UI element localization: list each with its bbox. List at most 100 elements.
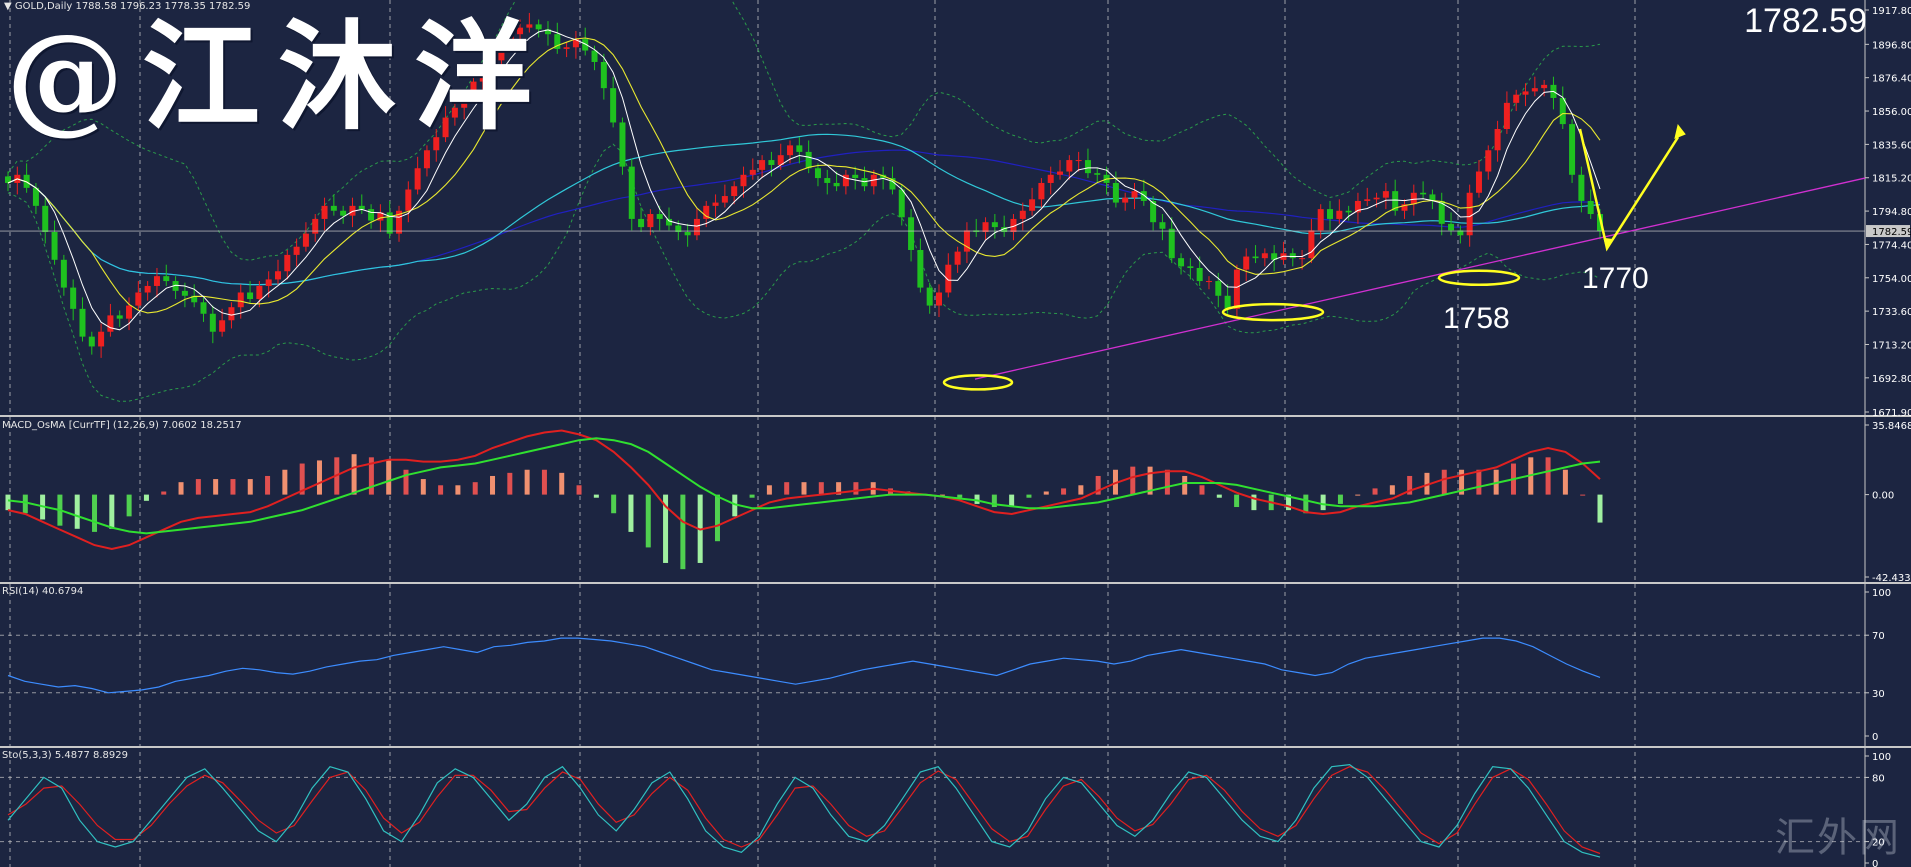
- candle-body: [1168, 228, 1175, 259]
- candle-body: [200, 302, 207, 314]
- candle-body: [675, 225, 682, 233]
- sto-tick-label: 0: [1872, 859, 1878, 867]
- candle-body: [330, 205, 337, 211]
- candle-body: [1084, 160, 1091, 174]
- macd-histogram-bar: [680, 494, 686, 570]
- candle-body: [1019, 210, 1026, 219]
- symbol-header: ▼ GOLD,Daily 1788.58 1796.23 1778.35 178…: [4, 1, 250, 12]
- macd-histogram-bar: [853, 482, 859, 495]
- macd-histogram-bar: [611, 494, 617, 514]
- candle-body: [423, 150, 430, 169]
- price-tick-label: 1815.20: [1872, 174, 1911, 185]
- macd-histogram-bar: [1026, 494, 1032, 498]
- macd-histogram-bar: [490, 475, 496, 495]
- candle-body: [619, 122, 626, 167]
- candle-body: [954, 251, 961, 265]
- candle-body: [126, 305, 133, 319]
- macd-histogram-bar: [957, 494, 963, 498]
- site-watermark: 汇外网: [1775, 815, 1901, 861]
- macd-histogram-bar: [109, 494, 115, 529]
- candle-body: [647, 214, 654, 228]
- candle-body: [5, 176, 11, 183]
- macd-histogram-bar: [1043, 491, 1049, 495]
- candle-body: [1457, 230, 1464, 236]
- candle-body: [470, 81, 477, 98]
- candle-body: [1308, 230, 1315, 259]
- candle-body: [1410, 192, 1417, 205]
- candle-body: [368, 209, 375, 221]
- candle-body: [917, 249, 924, 288]
- macd-histogram-bar: [403, 469, 409, 495]
- macd-histogram-bar: [455, 485, 461, 495]
- last-price-tag: 1782.59: [1872, 227, 1911, 238]
- sto-signal-line: [7, 766, 1601, 855]
- candle-body: [1354, 200, 1361, 213]
- candle-body: [507, 34, 514, 45]
- candle-body: [842, 174, 849, 187]
- candle-body: [787, 145, 794, 156]
- price-tick-label: 1774.40: [1872, 240, 1911, 251]
- dropdown-arrow-icon[interactable]: ▼: [4, 1, 12, 12]
- macd-histogram-bar: [1459, 469, 1465, 495]
- candle-body: [1029, 199, 1036, 211]
- candle-body: [51, 232, 58, 260]
- macd-histogram-bar: [507, 472, 513, 495]
- candle-body: [1075, 160, 1082, 162]
- candle-body: [302, 233, 309, 247]
- macd-histogram-bar: [1441, 469, 1447, 495]
- price-tick-label: 1713.20: [1872, 340, 1911, 351]
- macd-histogram-bar: [1476, 469, 1482, 495]
- candle-body: [1448, 223, 1455, 231]
- macd-histogram-bar: [265, 475, 271, 495]
- macd-histogram-bar: [1095, 475, 1101, 495]
- candle-body: [908, 217, 915, 250]
- price-tick-label: 1876.40: [1872, 74, 1911, 85]
- candle-body: [247, 292, 254, 300]
- macd-histogram-bar: [1061, 488, 1067, 495]
- candle-body: [1345, 210, 1352, 213]
- candle-body: [1559, 97, 1566, 125]
- candle-body: [107, 315, 114, 332]
- candle-body: [1038, 182, 1045, 200]
- candle-body: [1578, 174, 1585, 201]
- candle-body: [1057, 171, 1064, 175]
- macd-histogram-bar: [247, 479, 253, 495]
- candle-body: [591, 50, 598, 62]
- macd-tick-label: -42.4336: [1872, 573, 1911, 584]
- candle-body: [433, 137, 440, 151]
- macd-histogram-bar: [92, 494, 98, 532]
- price-tick-label: 1794.80: [1872, 207, 1911, 218]
- candle-body: [1401, 204, 1408, 211]
- low-marker-ellipse: [942, 374, 1014, 391]
- candle-body: [284, 254, 291, 272]
- candle-body: [1494, 129, 1501, 151]
- macd-histogram-bar: [1580, 494, 1586, 496]
- candle-body: [526, 24, 533, 28]
- macd-title: MACD_OsMA [CurrTF] (12,26,9) 7.0602 18.2…: [2, 420, 242, 431]
- macd-histogram-bar: [1147, 466, 1153, 495]
- candle-body: [1196, 267, 1203, 282]
- low-marker-ellipse: [1437, 269, 1521, 287]
- candle-body: [517, 27, 524, 35]
- candle-body: [1159, 222, 1166, 229]
- macd-histogram-bar: [386, 460, 392, 495]
- candle-body: [1224, 295, 1231, 309]
- candle-body: [666, 218, 673, 226]
- macd-histogram-bar: [1009, 494, 1015, 508]
- candle-body: [1466, 192, 1473, 236]
- candle-body: [377, 212, 384, 221]
- candle-body: [405, 189, 412, 211]
- macd-histogram-bar: [974, 494, 980, 504]
- candle-body: [759, 160, 766, 170]
- macd-histogram-bar: [230, 479, 236, 495]
- candle-body: [489, 60, 496, 72]
- candle-body: [712, 202, 719, 206]
- macd-histogram-bar: [1199, 485, 1205, 495]
- ma-slow-cyan: [7, 133, 1601, 286]
- candle-body: [1233, 269, 1240, 309]
- forecast-arrow-head: [1674, 124, 1686, 140]
- macd-histogram-bar: [784, 482, 790, 495]
- last-price-tag-bg: [1866, 225, 1910, 238]
- macd-histogram-bar: [593, 494, 599, 498]
- macd-tick-label: 35.8468: [1872, 421, 1911, 432]
